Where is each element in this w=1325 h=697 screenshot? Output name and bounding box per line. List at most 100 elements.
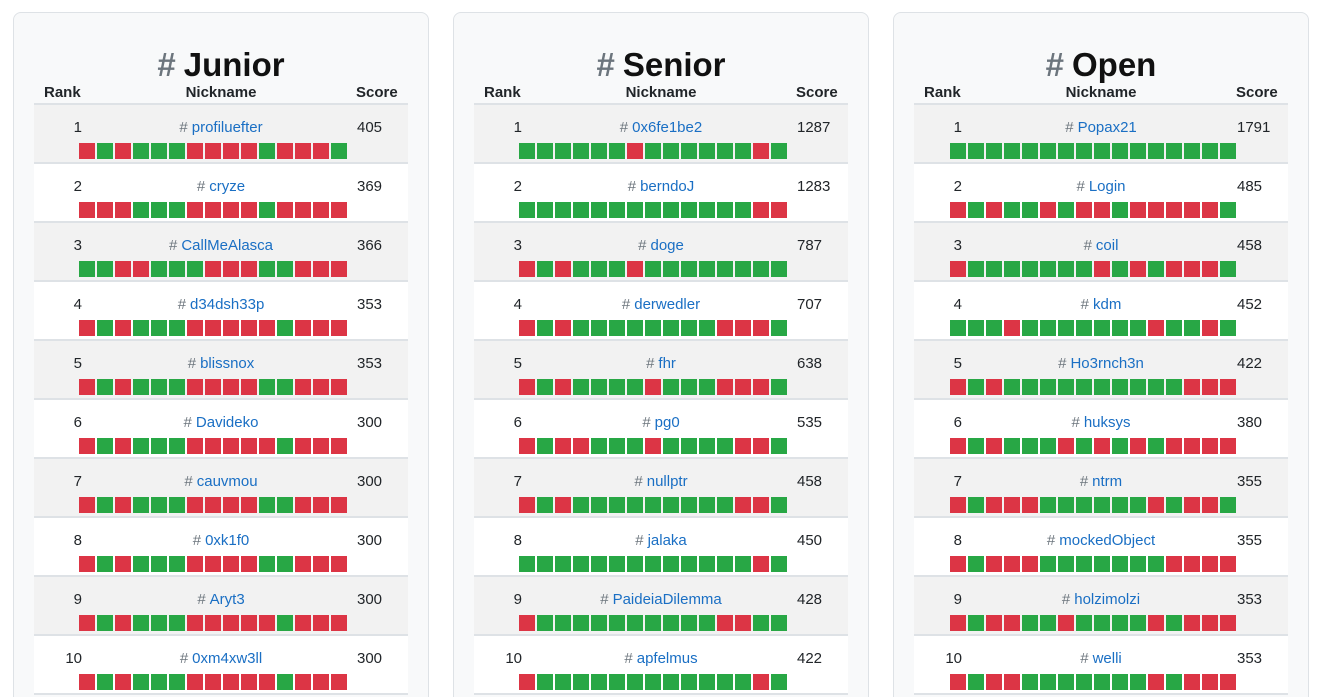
challenge-solved-square[interactable] [663, 202, 679, 218]
challenge-unsolved-square[interactable] [1094, 202, 1110, 218]
challenge-solved-square[interactable] [573, 497, 589, 513]
challenge-solved-square[interactable] [1004, 202, 1020, 218]
challenge-solved-square[interactable] [968, 556, 984, 572]
challenge-unsolved-square[interactable] [313, 674, 329, 690]
challenge-solved-square[interactable] [1220, 320, 1236, 336]
challenge-solved-square[interactable] [1220, 143, 1236, 159]
challenge-unsolved-square[interactable] [187, 202, 203, 218]
challenge-solved-square[interactable] [259, 497, 275, 513]
challenge-solved-square[interactable] [97, 379, 113, 395]
challenge-unsolved-square[interactable] [717, 379, 733, 395]
challenge-solved-square[interactable] [1130, 379, 1146, 395]
challenge-unsolved-square[interactable] [645, 438, 661, 454]
challenge-solved-square[interactable] [609, 556, 625, 572]
challenge-solved-square[interactable] [573, 261, 589, 277]
challenge-solved-square[interactable] [986, 320, 1002, 336]
challenge-solved-square[interactable] [591, 261, 607, 277]
challenge-solved-square[interactable] [681, 379, 697, 395]
challenge-unsolved-square[interactable] [241, 556, 257, 572]
challenge-solved-square[interactable] [681, 615, 697, 631]
player-link[interactable]: mockedObject [1059, 532, 1156, 549]
player-link[interactable]: 0xm4xw3ll [192, 650, 263, 667]
challenge-solved-square[interactable] [591, 438, 607, 454]
challenge-solved-square[interactable] [663, 556, 679, 572]
challenge-solved-square[interactable] [1130, 556, 1146, 572]
challenge-solved-square[interactable] [151, 556, 167, 572]
challenge-solved-square[interactable] [1094, 497, 1110, 513]
challenge-solved-square[interactable] [950, 320, 966, 336]
challenge-unsolved-square[interactable] [627, 261, 643, 277]
challenge-unsolved-square[interactable] [241, 379, 257, 395]
challenge-unsolved-square[interactable] [1040, 202, 1056, 218]
challenge-solved-square[interactable] [79, 261, 95, 277]
challenge-solved-square[interactable] [717, 438, 733, 454]
challenge-unsolved-square[interactable] [115, 320, 131, 336]
player-link[interactable]: 0xk1f0 [205, 532, 250, 549]
challenge-solved-square[interactable] [537, 202, 553, 218]
challenge-unsolved-square[interactable] [753, 497, 769, 513]
challenge-unsolved-square[interactable] [1148, 674, 1164, 690]
challenge-solved-square[interactable] [1058, 556, 1074, 572]
challenge-unsolved-square[interactable] [555, 320, 571, 336]
challenge-solved-square[interactable] [573, 143, 589, 159]
challenge-solved-square[interactable] [151, 320, 167, 336]
challenge-solved-square[interactable] [169, 202, 185, 218]
challenge-solved-square[interactable] [986, 261, 1002, 277]
challenge-unsolved-square[interactable] [753, 556, 769, 572]
challenge-solved-square[interactable] [591, 320, 607, 336]
challenge-solved-square[interactable] [1148, 261, 1164, 277]
player-link[interactable]: Davideko [195, 414, 259, 431]
challenge-solved-square[interactable] [1040, 379, 1056, 395]
challenge-unsolved-square[interactable] [187, 320, 203, 336]
challenge-unsolved-square[interactable] [223, 261, 239, 277]
challenge-unsolved-square[interactable] [259, 438, 275, 454]
player-link[interactable]: apfelmus [636, 650, 698, 667]
challenge-solved-square[interactable] [663, 615, 679, 631]
challenge-solved-square[interactable] [169, 556, 185, 572]
player-link[interactable]: Aryt3 [209, 591, 245, 608]
challenge-unsolved-square[interactable] [79, 379, 95, 395]
challenge-unsolved-square[interactable] [241, 320, 257, 336]
challenge-unsolved-square[interactable] [79, 143, 95, 159]
challenge-unsolved-square[interactable] [1220, 438, 1236, 454]
challenge-solved-square[interactable] [1112, 615, 1128, 631]
challenge-unsolved-square[interactable] [717, 320, 733, 336]
challenge-unsolved-square[interactable] [115, 202, 131, 218]
challenge-unsolved-square[interactable] [986, 438, 1002, 454]
challenge-unsolved-square[interactable] [241, 674, 257, 690]
challenge-solved-square[interactable] [537, 674, 553, 690]
challenge-solved-square[interactable] [151, 615, 167, 631]
challenge-solved-square[interactable] [573, 556, 589, 572]
challenge-unsolved-square[interactable] [519, 379, 535, 395]
challenge-solved-square[interactable] [735, 261, 751, 277]
challenge-solved-square[interactable] [968, 438, 984, 454]
challenge-solved-square[interactable] [133, 202, 149, 218]
challenge-unsolved-square[interactable] [241, 202, 257, 218]
challenge-solved-square[interactable] [519, 556, 535, 572]
challenge-unsolved-square[interactable] [331, 497, 347, 513]
challenge-unsolved-square[interactable] [331, 438, 347, 454]
challenge-solved-square[interactable] [1130, 143, 1146, 159]
challenge-unsolved-square[interactable] [1166, 556, 1182, 572]
challenge-solved-square[interactable] [609, 674, 625, 690]
challenge-unsolved-square[interactable] [1166, 261, 1182, 277]
challenge-unsolved-square[interactable] [79, 674, 95, 690]
challenge-solved-square[interactable] [1112, 379, 1128, 395]
challenge-solved-square[interactable] [133, 438, 149, 454]
challenge-unsolved-square[interactable] [950, 556, 966, 572]
challenge-solved-square[interactable] [735, 556, 751, 572]
challenge-solved-square[interactable] [681, 320, 697, 336]
challenge-solved-square[interactable] [1076, 438, 1092, 454]
challenge-solved-square[interactable] [663, 674, 679, 690]
challenge-solved-square[interactable] [1112, 438, 1128, 454]
challenge-solved-square[interactable] [1040, 143, 1056, 159]
challenge-solved-square[interactable] [681, 556, 697, 572]
challenge-solved-square[interactable] [968, 615, 984, 631]
challenge-solved-square[interactable] [1040, 261, 1056, 277]
challenge-unsolved-square[interactable] [205, 438, 221, 454]
challenge-solved-square[interactable] [771, 497, 787, 513]
challenge-solved-square[interactable] [519, 202, 535, 218]
challenge-solved-square[interactable] [97, 261, 113, 277]
challenge-solved-square[interactable] [1184, 143, 1200, 159]
player-link[interactable]: profiluefter [191, 119, 263, 136]
